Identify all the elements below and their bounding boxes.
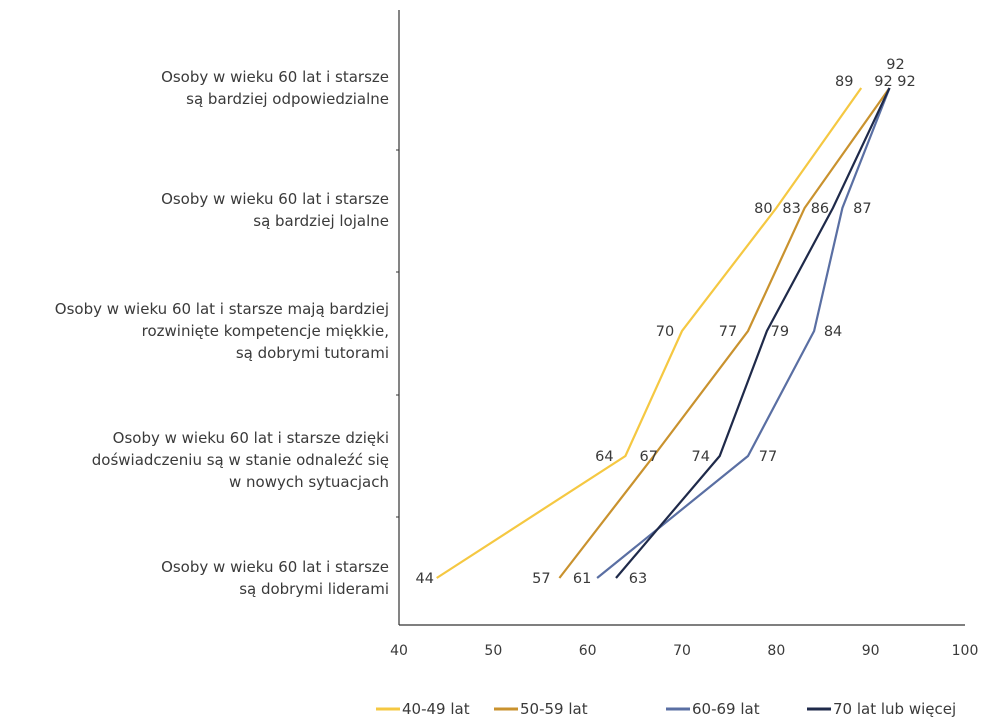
category-labels: Osoby w wieku 60 lat i starsze są bardzie… [55,68,389,598]
x-tick-label: 90 [862,643,880,659]
legend-item: 60-69 lat [666,700,760,718]
data-label: 64 [595,449,613,465]
data-label: 44 [416,571,434,587]
data-label: 87 [853,201,871,217]
data-label: 84 [824,324,842,340]
x-tick-label: 80 [767,643,785,659]
legend-label: 70 lat lub więcej [833,700,956,718]
category-label: Osoby w wieku 60 lat i starsze mają bard… [55,300,389,362]
data-label: 77 [719,324,737,340]
x-tick-label: 100 [952,643,979,659]
series-line [596,87,891,579]
x-tick-labels: 40 50 60 70 80 90 100 [390,643,978,659]
axes [396,10,965,626]
legend-item: 70 lat lub więcej [807,700,956,718]
x-tick-label: 40 [390,643,408,659]
legend: 40-49 lat 50-59 lat 60-69 lat 70 lat lub wi… [376,700,956,718]
data-label: 89 [835,74,853,90]
data-label: 92 [897,74,915,90]
data-label: 86 [811,201,829,217]
category-label: Osoby w wieku 60 lat i starsze są bardzie… [161,190,389,230]
data-label: 61 [573,571,591,587]
series-line [558,87,891,579]
legend-item: 50-59 lat [494,700,588,718]
x-tick-label: 70 [673,643,691,659]
data-label: 80 [754,201,772,217]
data-label: 92 [886,57,904,73]
data-label: 70 [656,324,674,340]
legend-label: 60-69 lat [692,700,760,718]
series-line [615,87,891,579]
data-label: 77 [759,449,777,465]
category-label: Osoby w wieku 60 lat i starsze są bardzie… [161,68,389,108]
data-label: 67 [639,449,657,465]
category-label: Osoby w wieku 60 lat i starsze są dobrymi… [161,558,389,598]
x-tick-label: 60 [579,643,597,659]
series-lines [436,87,891,579]
legend-label: 50-59 lat [520,700,588,718]
category-label: Osoby w wieku 60 lat i starsze dzięki doś… [92,429,389,491]
x-tick-label: 50 [484,643,502,659]
data-label: 74 [692,449,710,465]
data-label: 79 [771,324,789,340]
legend-label: 40-49 lat [402,700,470,718]
data-label: 92 [874,74,892,90]
data-label: 63 [629,571,647,587]
series-line [436,87,863,579]
data-label: 83 [782,201,800,217]
data-label: 57 [532,571,550,587]
legend-item: 40-49 lat [376,700,470,718]
